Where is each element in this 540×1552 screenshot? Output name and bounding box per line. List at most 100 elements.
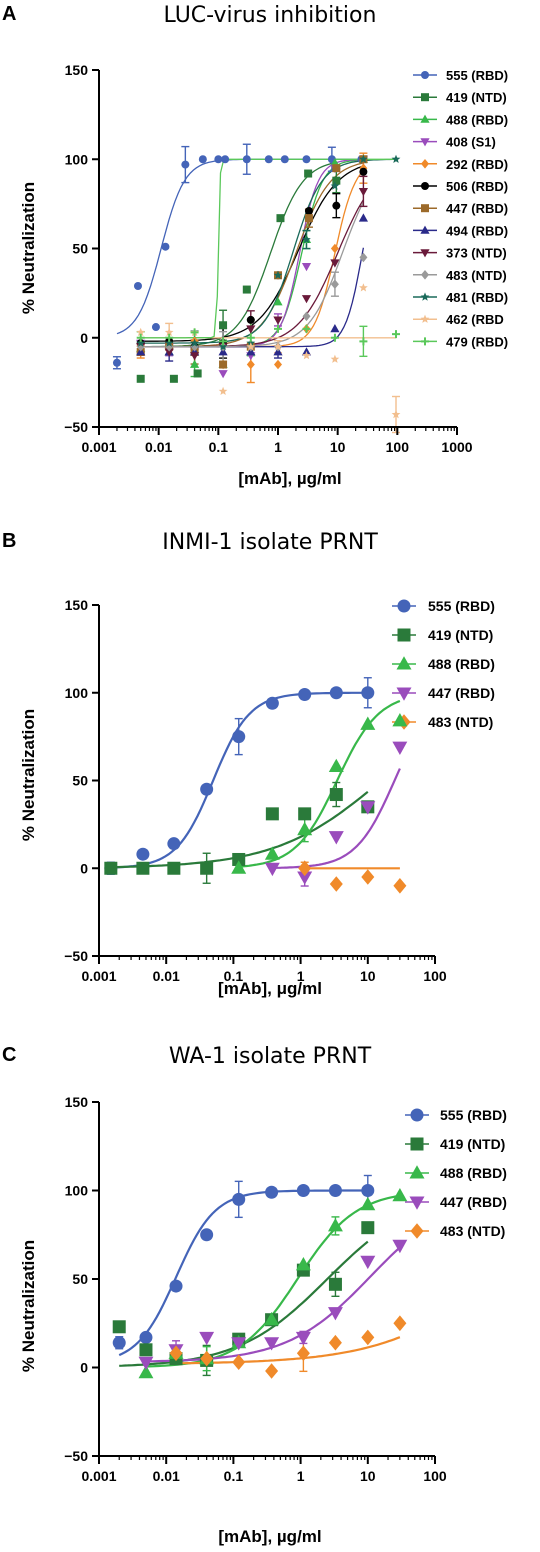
- data-point: [280, 155, 289, 164]
- legend-label: 408 (S1): [446, 135, 496, 150]
- data-point: [136, 327, 146, 337]
- legend-label: 483 (NTD): [440, 1223, 505, 1239]
- data-point: [302, 351, 311, 360]
- x-axis-label: [mAb], μg/ml: [218, 979, 322, 998]
- data-point: [409, 1165, 425, 1179]
- data-point: [393, 1315, 407, 1332]
- y-tick-label: 150: [65, 62, 89, 78]
- legend-label: 447 (RBD): [440, 1194, 507, 1210]
- data-point: [361, 869, 375, 885]
- y-tick-label: −50: [64, 1448, 88, 1464]
- data-point: [297, 821, 313, 836]
- chart-title: LUC-virus inhibition: [164, 3, 377, 28]
- y-tick-label: 0: [80, 860, 88, 876]
- data-point: [221, 155, 230, 164]
- y-axis-label: % Neutralization: [19, 1240, 38, 1372]
- data-point: [265, 1363, 279, 1379]
- data-point: [392, 330, 401, 339]
- fit-curve: [116, 158, 362, 335]
- data-point: [265, 1185, 279, 1199]
- data-points: [112, 154, 401, 419]
- x-tick-label: 10: [330, 439, 346, 455]
- data-point: [359, 283, 368, 292]
- fit-curves: [118, 1189, 401, 1368]
- y-tick-label: 0: [80, 1360, 88, 1376]
- data-point: [396, 656, 412, 670]
- data-point: [200, 861, 214, 875]
- data-point: [332, 164, 341, 173]
- legend-label: 462 (RBD: [446, 312, 504, 327]
- data-point: [200, 1228, 214, 1242]
- data-point: [164, 327, 174, 337]
- data-point: [332, 201, 341, 210]
- data-point: [190, 328, 199, 337]
- data-point: [273, 297, 283, 306]
- panel-letter: A: [2, 3, 16, 25]
- legend-label: 292 (RBD): [446, 157, 508, 172]
- data-point: [165, 333, 174, 342]
- x-tick-label: 0.1: [224, 1468, 244, 1484]
- data-point: [264, 846, 280, 860]
- panel-b: B INMI-1 isolate PRNT 555 (RBD) 419 (NTD)…: [0, 505, 540, 1010]
- data-point: [359, 252, 368, 263]
- data-point: [151, 323, 160, 332]
- data-point: [214, 155, 223, 164]
- data-points: [112, 1184, 408, 1379]
- axes: 150 100 50 0 −50 0.001 0.01 0.1 1 10 100: [64, 597, 447, 984]
- data-point: [359, 167, 368, 176]
- data-point: [246, 359, 255, 370]
- data-point: [329, 788, 343, 802]
- data-point: [330, 333, 339, 342]
- data-point: [298, 860, 312, 877]
- data-point: [330, 181, 340, 190]
- data-point: [232, 730, 246, 744]
- data-point: [329, 686, 343, 700]
- data-point: [358, 188, 368, 197]
- data-point: [246, 333, 255, 342]
- data-point: [391, 154, 401, 163]
- data-point: [410, 1108, 424, 1122]
- chart-c-svg: C WA-1 isolate PRNT 555 (RBD) 419 (NTD) 48…: [2, 1044, 507, 1546]
- y-axis-label: % Neutralization: [19, 182, 38, 314]
- legend-label: 479 (RBD): [446, 334, 508, 349]
- data-point: [330, 259, 340, 268]
- data-point: [296, 1184, 310, 1197]
- data-point: [420, 292, 430, 301]
- panel-a: A LUC-virus inhibition 555 (RBD) 419 (NTD…: [0, 0, 540, 505]
- data-point: [420, 314, 430, 323]
- data-point: [421, 337, 429, 346]
- data-point: [360, 1255, 376, 1270]
- data-point: [232, 852, 246, 866]
- data-point: [219, 337, 228, 346]
- data-point: [397, 628, 411, 642]
- data-point: [136, 861, 150, 875]
- x-tick-label: 0.001: [81, 1468, 116, 1484]
- data-point: [304, 169, 313, 178]
- data-point: [193, 369, 202, 378]
- data-point: [391, 409, 401, 419]
- x-tick-label: 0.1: [209, 439, 229, 455]
- chart-b-svg: B INMI-1 isolate PRNT 555 (RBD) 419 (NTD)…: [2, 530, 495, 998]
- legend-label: 373 (NTD): [446, 246, 507, 261]
- legend-label: 488 (RBD): [428, 656, 495, 672]
- data-point: [218, 370, 228, 379]
- data-point: [304, 207, 313, 216]
- y-tick-label: 50: [72, 1271, 88, 1287]
- fit-curve: [140, 165, 364, 342]
- fit-curve: [140, 158, 396, 339]
- data-point: [167, 861, 181, 875]
- x-tick-label: 0.01: [153, 1468, 180, 1484]
- data-point: [301, 263, 312, 272]
- data-point: [420, 225, 430, 234]
- data-point: [392, 1188, 408, 1202]
- data-point: [265, 696, 279, 710]
- data-point: [360, 1196, 376, 1211]
- fit-curve: [272, 768, 401, 869]
- data-point: [361, 1329, 375, 1346]
- data-point: [198, 155, 207, 164]
- fit-curve: [175, 1336, 401, 1365]
- x-tick-label: 10: [360, 968, 376, 984]
- data-point: [218, 386, 228, 395]
- data-point: [361, 1221, 375, 1235]
- x-tick-label: 0.01: [153, 968, 180, 984]
